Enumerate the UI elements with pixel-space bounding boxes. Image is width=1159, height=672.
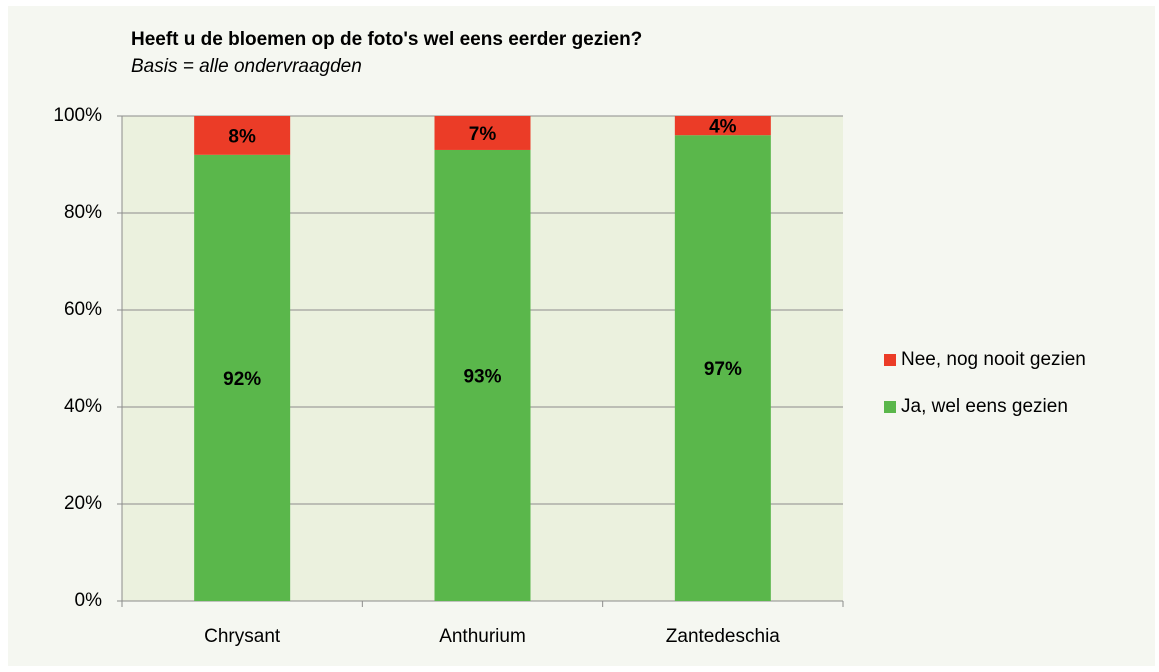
legend-swatch — [884, 354, 896, 366]
x-tick-label: Chrysant — [204, 626, 281, 647]
chart-subtitle: Basis = alle ondervraagden — [131, 56, 362, 77]
y-tick-label: 0% — [75, 590, 103, 611]
bar-segment — [194, 116, 291, 155]
x-tick-label: Anthurium — [439, 626, 526, 647]
bar-segment — [674, 116, 771, 136]
legend-swatch — [884, 401, 896, 413]
bar-segment — [194, 154, 291, 602]
legend-label: Nee, nog nooit gezien — [901, 349, 1086, 370]
data-label: 97% — [704, 359, 742, 380]
data-label: 8% — [228, 126, 256, 147]
data-label: 93% — [463, 366, 501, 387]
data-label: 92% — [223, 369, 261, 390]
y-tick-label: 60% — [64, 299, 102, 320]
legend-label: Ja, wel eens gezien — [901, 396, 1068, 417]
y-tick-label: 80% — [64, 202, 102, 223]
y-tick-label: 100% — [53, 105, 102, 126]
bar-segment — [434, 149, 531, 601]
data-label: 7% — [469, 124, 497, 145]
data-label: 4% — [709, 117, 737, 138]
y-tick-label: 20% — [64, 493, 102, 514]
x-tick-label: Zantedeschia — [666, 626, 781, 647]
chart-title: Heeft u de bloemen op de foto's wel eens… — [131, 29, 642, 50]
bar-segment — [674, 135, 771, 601]
y-tick-label: 40% — [64, 396, 102, 417]
bar-segment — [434, 116, 531, 150]
